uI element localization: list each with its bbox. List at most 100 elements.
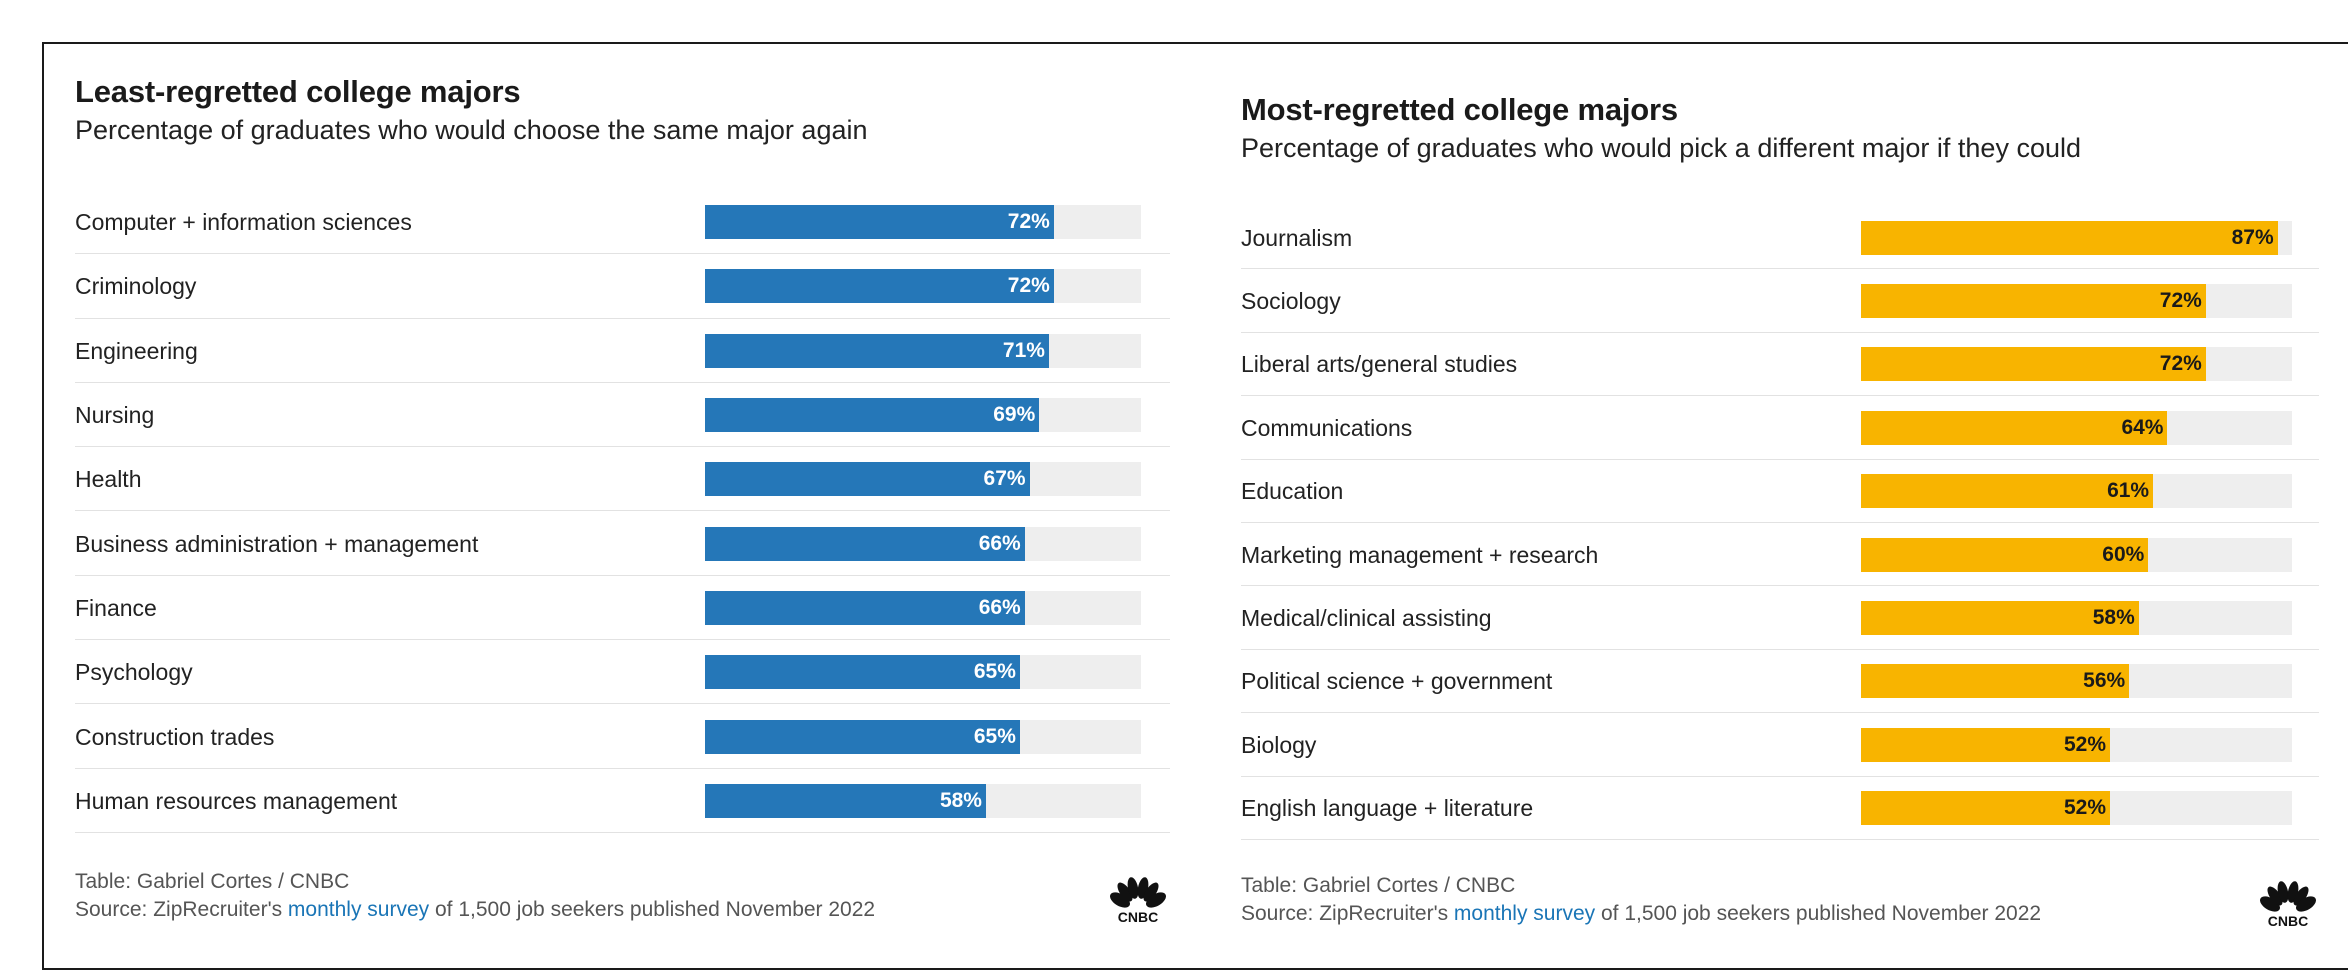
category-label: Nursing xyxy=(75,402,155,429)
bar-track: 72% xyxy=(705,269,1141,304)
bar: 66% xyxy=(705,590,1025,625)
bar: 72% xyxy=(1861,284,2206,319)
bar-track: 65% xyxy=(705,655,1141,690)
bar-row: Health 67% xyxy=(75,447,1170,512)
source-line: Source: ZipRecruiter's monthly survey of… xyxy=(1241,900,2041,928)
bar-row: Criminology 72% xyxy=(75,254,1170,319)
monthly-survey-link[interactable]: monthly survey xyxy=(287,898,430,921)
bar-value-label: 66% xyxy=(978,595,1021,619)
chart-title: Least-regretted college majors xyxy=(75,74,521,109)
bar: 87% xyxy=(1861,220,2278,255)
bar: 71% xyxy=(705,333,1049,368)
bar-value-label: 72% xyxy=(1007,274,1050,298)
chart-subtitle: Percentage of graduates who would choose… xyxy=(75,115,868,145)
bar-track: 61% xyxy=(1861,474,2292,509)
bar-track: 72% xyxy=(1861,284,2292,319)
category-label: Engineering xyxy=(75,337,198,364)
category-label: Health xyxy=(75,466,142,493)
bar-value-label: 60% xyxy=(2102,542,2145,566)
logo-wordmark: CNBC xyxy=(1118,909,1158,924)
category-label: Construction trades xyxy=(75,723,275,750)
bar-row: Biology 52% xyxy=(1241,713,2319,777)
bar-track: 66% xyxy=(705,590,1141,625)
bar-row: Construction trades 65% xyxy=(75,704,1170,769)
bar-row: English language + literature 52% xyxy=(1241,777,2319,840)
bar-value-label: 61% xyxy=(2107,479,2150,503)
category-label: Human resources management xyxy=(75,787,398,814)
cnbc-logo-icon: CNBC xyxy=(1110,877,1166,924)
bar-rows: Journalism 87% Sociology 72% Liberal arts/ge… xyxy=(1241,206,2319,840)
bar-value-label: 52% xyxy=(2063,732,2107,756)
bar-track: 58% xyxy=(705,783,1141,818)
bar-track: 67% xyxy=(705,462,1141,497)
bar-track: 72% xyxy=(705,205,1141,240)
category-label: English language + literature xyxy=(1241,795,1534,822)
bar-row: Engineering 71% xyxy=(75,319,1170,383)
bar-row: Journalism 87% xyxy=(1241,206,2319,270)
bar-value-label: 64% xyxy=(2121,415,2164,439)
logo-wordmark: CNBC xyxy=(2268,913,2308,928)
bar-row: Nursing 69% xyxy=(75,383,1170,448)
bar-value-label: 58% xyxy=(939,788,982,812)
bar-track: 64% xyxy=(1861,410,2292,445)
bar-track: 52% xyxy=(1861,791,2292,826)
bar-value-label: 67% xyxy=(983,467,1026,491)
bar-track: 72% xyxy=(1861,347,2292,382)
category-label: Journalism xyxy=(1241,224,1353,251)
chart-frame xyxy=(42,42,2348,970)
category-label: Communications xyxy=(1241,414,1413,441)
bar-track: 66% xyxy=(705,526,1141,561)
bar: 72% xyxy=(1861,347,2206,382)
bar-row: Sociology 72% xyxy=(1241,269,2319,333)
bar: 65% xyxy=(705,719,1020,754)
bar-row: Computer + information sciences 72% xyxy=(75,190,1170,255)
cnbc-logo-icon: CNBC xyxy=(2260,881,2316,928)
category-label: Political science + government xyxy=(1241,668,1553,695)
bar-value-label: 56% xyxy=(2083,669,2126,693)
bar-track: 56% xyxy=(1861,664,2292,699)
bar: 61% xyxy=(1861,474,2154,509)
bar-value-label: 65% xyxy=(973,724,1016,748)
category-label: Liberal arts/general studies xyxy=(1241,351,1518,378)
category-label: Sociology xyxy=(1241,288,1341,315)
bar: 72% xyxy=(705,205,1054,240)
bar-value-label: 71% xyxy=(1002,338,1045,362)
least-regretted-chart: Least-regretted college majors Percentag… xyxy=(75,72,1170,924)
bar: 60% xyxy=(1861,537,2149,572)
bar-value-label: 72% xyxy=(2159,352,2202,376)
source-prefix: Source: ZipRecruiter's xyxy=(75,898,288,921)
bar-row: Psychology 65% xyxy=(75,640,1170,705)
bar-row: Medical/clinical assisting 58% xyxy=(1241,586,2319,650)
chart-footer: Table: Gabriel Cortes / CNBC Source: Zip… xyxy=(75,868,875,924)
bar-value-label: 72% xyxy=(2159,289,2202,313)
category-label: Finance xyxy=(75,594,157,621)
bar: 58% xyxy=(1861,601,2139,636)
bar-value-label: 87% xyxy=(2231,225,2274,249)
monthly-survey-link[interactable]: monthly survey xyxy=(1453,902,1596,925)
source-suffix: of 1,500 job seekers published November … xyxy=(429,898,876,921)
bar-track: 71% xyxy=(705,333,1141,368)
bar-value-label: 52% xyxy=(2063,796,2107,820)
bar-value-label: 65% xyxy=(973,660,1016,684)
bar-row: Finance 66% xyxy=(75,576,1170,641)
chart-subtitle: Percentage of graduates who would pick a… xyxy=(1241,133,2081,163)
bar-track: 65% xyxy=(705,719,1141,754)
bar-row: Human resources management 58% xyxy=(75,769,1170,833)
source-line: Source: ZipRecruiter's monthly survey of… xyxy=(75,896,875,924)
category-label: Marketing management + research xyxy=(1241,541,1599,568)
bar-row: Political science + government 56% xyxy=(1241,650,2319,714)
bar-track: 60% xyxy=(1861,537,2292,572)
bar-value-label: 72% xyxy=(1007,210,1050,234)
category-label: Computer + information sciences xyxy=(75,209,412,236)
bar-track: 52% xyxy=(1861,727,2292,762)
bar: 52% xyxy=(1861,727,2111,762)
category-label: Criminology xyxy=(75,273,197,300)
bar-value-label: 66% xyxy=(978,531,1021,555)
bar-track: 69% xyxy=(705,398,1141,433)
bar: 66% xyxy=(705,526,1025,561)
bar-track: 58% xyxy=(1861,601,2292,636)
bar: 67% xyxy=(705,462,1030,497)
bar-rows: Computer + information sciences 72% Crimin… xyxy=(75,190,1170,833)
bar-row: Liberal arts/general studies 72% xyxy=(1241,333,2319,397)
bar: 64% xyxy=(1861,410,2168,445)
